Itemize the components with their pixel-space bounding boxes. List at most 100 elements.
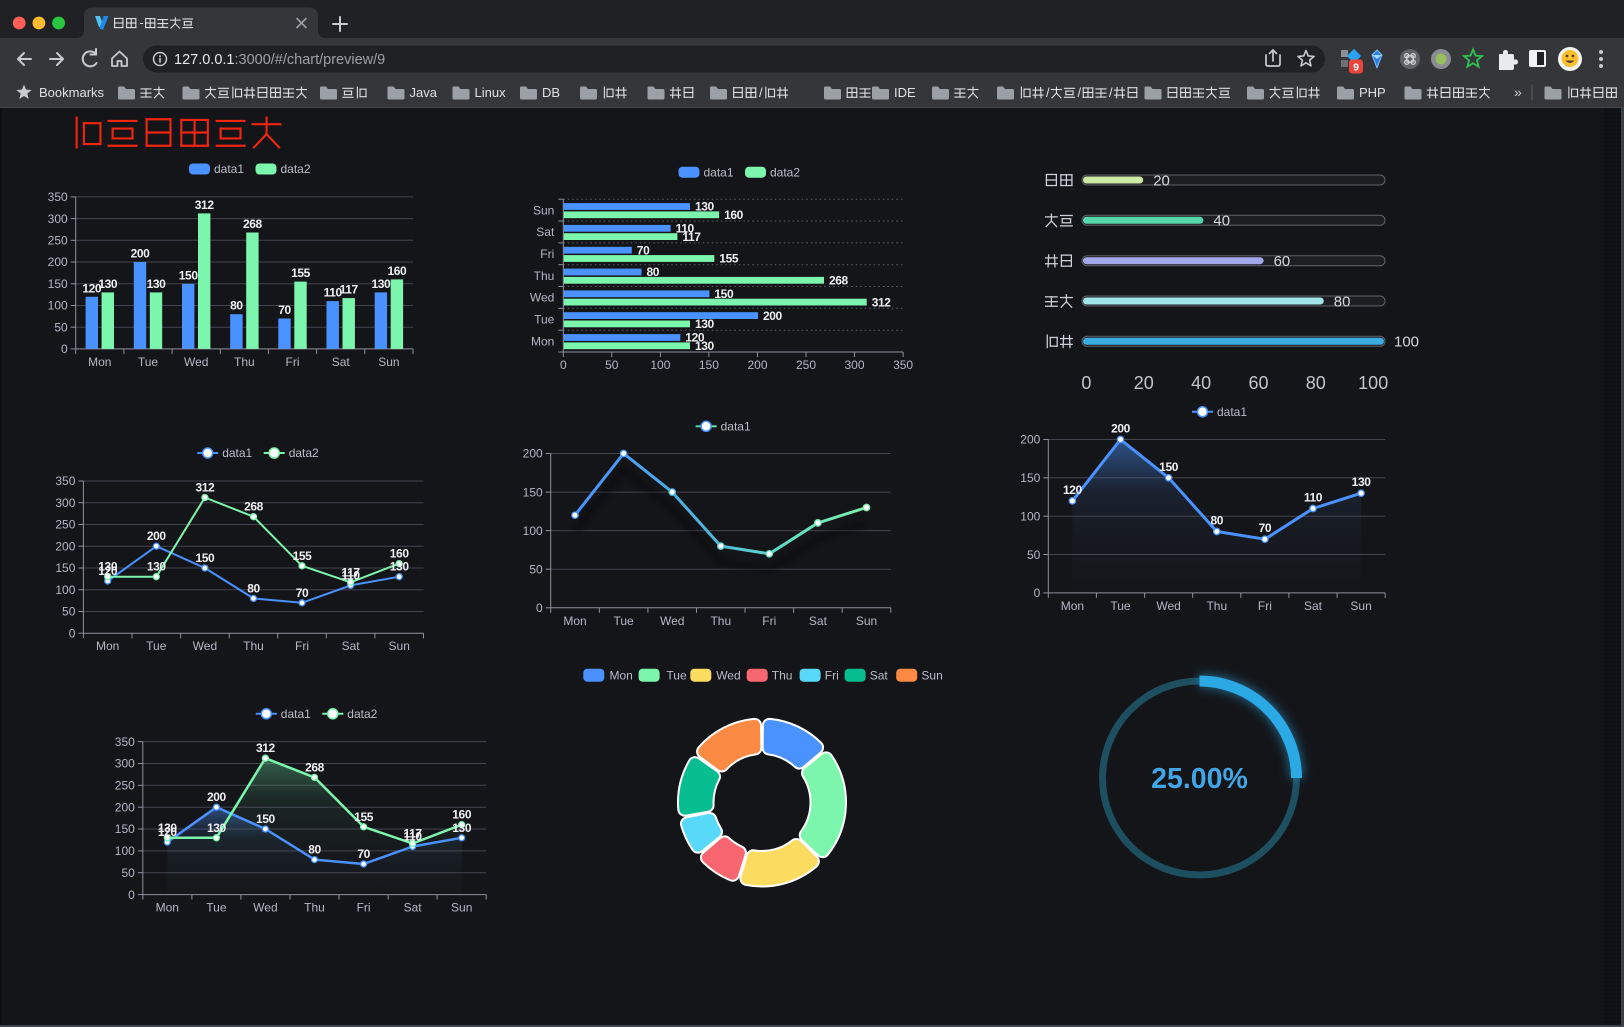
svg-text:350: 350 (55, 474, 75, 488)
svg-text:120: 120 (98, 564, 118, 578)
svg-text:Fri: Fri (295, 639, 309, 653)
svg-text:300: 300 (844, 358, 864, 372)
svg-text:Thu: Thu (772, 668, 793, 682)
svg-text:155: 155 (291, 266, 311, 280)
svg-text:80: 80 (247, 581, 260, 595)
svg-text:70: 70 (296, 586, 309, 600)
svg-text:350: 350 (48, 190, 68, 204)
svg-text:»: » (1514, 84, 1522, 100)
svg-text:110: 110 (324, 286, 343, 300)
svg-text:100: 100 (523, 524, 543, 538)
svg-text:200: 200 (747, 358, 767, 372)
svg-text:80: 80 (230, 299, 243, 313)
svg-text:80: 80 (647, 265, 660, 279)
svg-text:Wed: Wed (660, 614, 684, 628)
svg-text:312: 312 (872, 295, 892, 309)
svg-text:150: 150 (523, 485, 543, 499)
svg-text:PHP: PHP (1359, 85, 1386, 100)
svg-text:Wed: Wed (184, 355, 208, 369)
svg-text:50: 50 (529, 562, 543, 576)
svg-text:117: 117 (340, 283, 359, 297)
svg-text:-: - (140, 16, 144, 30)
svg-text:250: 250 (48, 234, 68, 248)
svg-text:130: 130 (452, 821, 472, 835)
svg-text:80: 80 (1334, 293, 1351, 310)
svg-text:/: / (1078, 85, 1082, 100)
svg-text:Sun: Sun (378, 355, 399, 369)
svg-text:100: 100 (55, 583, 75, 597)
svg-text:Thu: Thu (304, 901, 325, 915)
svg-text:130: 130 (147, 560, 167, 574)
svg-text:Wed: Wed (716, 668, 740, 682)
svg-text:155: 155 (719, 252, 739, 266)
svg-text:Tue: Tue (1110, 599, 1131, 613)
svg-text:data1: data1 (721, 420, 751, 434)
svg-text:Tue: Tue (613, 614, 634, 628)
svg-text:Sun: Sun (389, 639, 410, 653)
svg-text:150: 150 (256, 812, 276, 826)
svg-text:120: 120 (82, 281, 102, 295)
svg-text:110: 110 (404, 830, 423, 844)
svg-text:200: 200 (1020, 433, 1040, 447)
svg-text:312: 312 (256, 741, 276, 755)
svg-text:Fri: Fri (762, 614, 776, 628)
svg-text:160: 160 (452, 808, 472, 822)
svg-text:200: 200 (207, 790, 227, 804)
svg-text:60: 60 (1248, 373, 1268, 393)
svg-text:40: 40 (1191, 373, 1211, 393)
svg-text:Fri: Fri (357, 901, 371, 915)
svg-text:100: 100 (650, 358, 670, 372)
svg-text:data1: data1 (1217, 405, 1247, 419)
svg-text:0: 0 (61, 342, 68, 356)
svg-text:Java: Java (410, 85, 438, 100)
svg-text:Tue: Tue (146, 639, 167, 653)
svg-text:70: 70 (278, 303, 291, 317)
svg-text:data1: data1 (704, 165, 734, 179)
svg-text:Sat: Sat (342, 639, 361, 653)
svg-text:Sun: Sun (1350, 599, 1371, 613)
svg-text:312: 312 (195, 198, 215, 212)
svg-text:Tue: Tue (666, 668, 687, 682)
svg-text:268: 268 (244, 500, 264, 514)
svg-text:0: 0 (536, 601, 543, 615)
svg-text:Fri: Fri (540, 247, 554, 261)
svg-text:150: 150 (115, 822, 135, 836)
svg-text:80: 80 (1306, 373, 1326, 393)
svg-text:DB: DB (542, 85, 560, 100)
svg-text:Thu: Thu (710, 614, 731, 628)
svg-text:Tue: Tue (534, 313, 555, 327)
svg-text:100: 100 (1394, 334, 1419, 351)
svg-text:Tue: Tue (206, 901, 227, 915)
svg-text:Sun: Sun (533, 203, 554, 217)
svg-text:Sat: Sat (809, 614, 828, 628)
svg-text:200: 200 (523, 447, 543, 461)
svg-text:50: 50 (1027, 548, 1041, 562)
svg-text:130: 130 (147, 277, 167, 291)
svg-text:data2: data2 (289, 446, 319, 460)
svg-text:40: 40 (1213, 213, 1230, 230)
svg-text:Mon: Mon (88, 355, 111, 369)
svg-text:Sun: Sun (921, 668, 942, 682)
svg-text:268: 268 (305, 760, 325, 774)
svg-text:200: 200 (147, 529, 167, 543)
svg-text:300: 300 (48, 212, 68, 226)
svg-text:300: 300 (55, 496, 75, 510)
svg-text:250: 250 (115, 779, 135, 793)
svg-text:20: 20 (1134, 373, 1154, 393)
svg-text:70: 70 (357, 847, 370, 861)
svg-text:Bookmarks: Bookmarks (39, 85, 105, 100)
svg-text:Mon: Mon (531, 334, 554, 348)
svg-text:130: 130 (207, 821, 227, 835)
svg-text:200: 200 (48, 255, 68, 269)
svg-text:Fri: Fri (1258, 599, 1272, 613)
svg-text:130: 130 (158, 821, 178, 835)
svg-text:117: 117 (342, 565, 361, 579)
svg-text:312: 312 (195, 481, 215, 495)
svg-text:130: 130 (371, 277, 391, 291)
svg-text:268: 268 (829, 274, 849, 288)
svg-text:100: 100 (1358, 373, 1388, 393)
svg-text:Mon: Mon (1061, 599, 1084, 613)
svg-text:0: 0 (1081, 373, 1091, 393)
svg-text:250: 250 (796, 358, 816, 372)
svg-text:70: 70 (1259, 521, 1272, 535)
